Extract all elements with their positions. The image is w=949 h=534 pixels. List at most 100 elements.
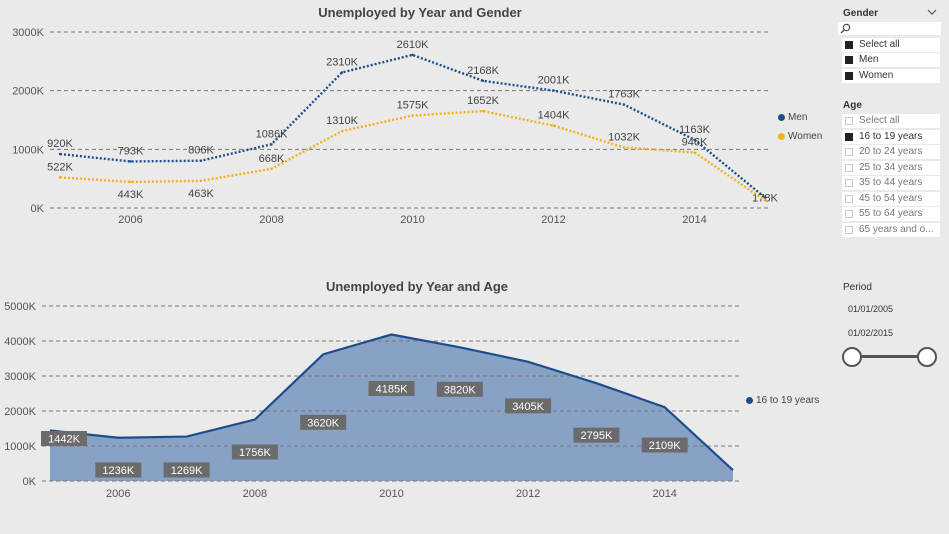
period-start-date[interactable]: 01/01/2005 bbox=[848, 304, 894, 314]
data-label: 178K bbox=[752, 193, 778, 205]
data-label: 668K bbox=[259, 153, 285, 165]
men-series-line bbox=[59, 53, 766, 199]
men-point[interactable] bbox=[129, 160, 132, 163]
age-item-20-to-24[interactable]: 20 to 24 years bbox=[842, 145, 940, 159]
men-point[interactable] bbox=[693, 138, 696, 141]
data-label: 1756K bbox=[231, 444, 278, 460]
data-label-text: 1236K bbox=[102, 465, 134, 477]
data-label-bg bbox=[641, 437, 688, 453]
data-label-bg bbox=[505, 398, 552, 414]
line-chart-gender: 0K 1000K 2000K 3000K 2006 2008 2010 2012 2014 920… bbox=[12, 27, 778, 226]
checkbox-icon bbox=[845, 56, 853, 64]
age-item-16-to-19[interactable]: 16 to 19 years bbox=[842, 130, 940, 144]
data-label: 1442K bbox=[41, 431, 87, 447]
age-item-label: 45 to 54 years bbox=[859, 193, 923, 204]
x-tick-label: 2014 bbox=[652, 488, 676, 500]
data-label: 920K bbox=[47, 138, 73, 150]
data-label: 1269K bbox=[163, 462, 210, 478]
data-label-text: 2109K bbox=[649, 440, 681, 452]
y-tick-label: 2000K bbox=[4, 406, 36, 418]
data-label-bg bbox=[368, 381, 415, 397]
men-point[interactable] bbox=[481, 79, 485, 83]
period-end-date[interactable]: 01/02/2015 bbox=[848, 328, 894, 338]
legend-women[interactable]: Women bbox=[778, 131, 822, 142]
men-point[interactable] bbox=[411, 53, 414, 57]
gender-item-label: Men bbox=[859, 54, 879, 65]
women-point[interactable] bbox=[270, 167, 273, 171]
data-label-bg bbox=[573, 427, 620, 443]
legend-16-to-19[interactable]: 16 to 19 years bbox=[746, 395, 819, 406]
y-tick-label: 0K bbox=[23, 476, 37, 488]
legend-men[interactable]: Men bbox=[778, 112, 807, 123]
age-item-65-and-over[interactable]: 65 years and o... bbox=[842, 223, 940, 237]
data-label: 2310K bbox=[326, 56, 358, 68]
women-point[interactable] bbox=[199, 179, 203, 183]
women-point[interactable] bbox=[58, 176, 62, 179]
x-tick-label: 2006 bbox=[106, 488, 130, 500]
women-point[interactable] bbox=[481, 109, 485, 113]
period-slicer-title: Period bbox=[843, 282, 872, 293]
gender-item-label: Women bbox=[859, 70, 894, 81]
x-tick-label: 2010 bbox=[379, 488, 403, 500]
period-slider-start-handle[interactable] bbox=[842, 347, 862, 367]
gender-item-women[interactable]: Women bbox=[842, 69, 940, 83]
data-label: 1310K bbox=[326, 115, 358, 127]
data-label: 443K bbox=[118, 189, 144, 201]
legend-men-label: Men bbox=[788, 112, 808, 123]
women-point[interactable] bbox=[411, 114, 414, 117]
x-tick-label: 2006 bbox=[118, 214, 142, 226]
period-slider-end-handle[interactable] bbox=[917, 347, 937, 367]
age-slicer-title: Age bbox=[843, 100, 862, 111]
women-point[interactable] bbox=[763, 199, 767, 202]
checkbox-icon bbox=[845, 133, 853, 141]
men-point[interactable] bbox=[270, 143, 273, 146]
data-label-bg bbox=[436, 381, 483, 397]
area-series-line bbox=[49, 333, 734, 471]
data-label: 2001K bbox=[538, 75, 570, 87]
gender-item-select-all[interactable]: Select all bbox=[842, 38, 940, 52]
men-point[interactable] bbox=[622, 103, 626, 106]
data-label-text: 1269K bbox=[171, 465, 203, 477]
gender-item-men[interactable]: Men bbox=[842, 53, 940, 67]
y-tick-label: 5000K bbox=[4, 301, 36, 313]
checkbox-icon bbox=[845, 117, 853, 125]
checkbox-icon bbox=[845, 148, 853, 156]
men-point[interactable] bbox=[763, 196, 767, 199]
data-label: 3620K bbox=[300, 414, 347, 430]
men-point[interactable] bbox=[58, 152, 62, 156]
gender-slicer-title: Gender bbox=[843, 8, 879, 19]
area-chart-age: 0K 1000K 2000K 3000K 4000K 5000K 2006 2008 2010 2… bbox=[4, 301, 740, 500]
chevron-down-icon[interactable] bbox=[927, 9, 937, 16]
y-tick-label: 3000K bbox=[4, 371, 36, 383]
x-tick-label: 2008 bbox=[259, 214, 283, 226]
women-point[interactable] bbox=[340, 129, 344, 133]
age-item-select-all[interactable]: Select all bbox=[842, 114, 940, 128]
men-point[interactable] bbox=[199, 159, 203, 162]
age-item-25-to-34[interactable]: 25 to 34 years bbox=[842, 161, 940, 175]
y-tick-label: 1000K bbox=[4, 441, 36, 453]
men-point[interactable] bbox=[552, 89, 555, 92]
y-tick-label: 4000K bbox=[4, 336, 36, 348]
period-slider-track[interactable] bbox=[852, 355, 927, 358]
gender-search-input[interactable] bbox=[838, 22, 941, 35]
age-item-55-to-64[interactable]: 55 to 64 years bbox=[842, 207, 940, 221]
data-label: 4185K bbox=[368, 381, 415, 397]
women-point[interactable] bbox=[693, 151, 696, 154]
data-label-bg bbox=[41, 431, 87, 447]
age-item-35-to-44[interactable]: 35 to 44 years bbox=[842, 176, 940, 190]
data-label: 1652K bbox=[467, 95, 499, 107]
data-label: 1086K bbox=[256, 128, 288, 140]
legend-women-marker bbox=[778, 132, 785, 140]
women-point[interactable] bbox=[552, 124, 555, 127]
men-point[interactable] bbox=[340, 71, 344, 74]
women-point[interactable] bbox=[129, 180, 132, 184]
data-label-bg bbox=[300, 414, 347, 430]
data-label-bg bbox=[163, 462, 210, 478]
age-item-label: 55 to 64 years bbox=[859, 208, 923, 219]
age-item-label: Select all bbox=[859, 115, 900, 126]
age-item-45-to-54[interactable]: 45 to 54 years bbox=[842, 192, 940, 206]
legend-16-to-19-marker bbox=[746, 396, 753, 404]
age-item-label: 65 years and o... bbox=[859, 224, 934, 235]
women-point[interactable] bbox=[622, 146, 626, 149]
data-label: 806K bbox=[188, 145, 214, 157]
